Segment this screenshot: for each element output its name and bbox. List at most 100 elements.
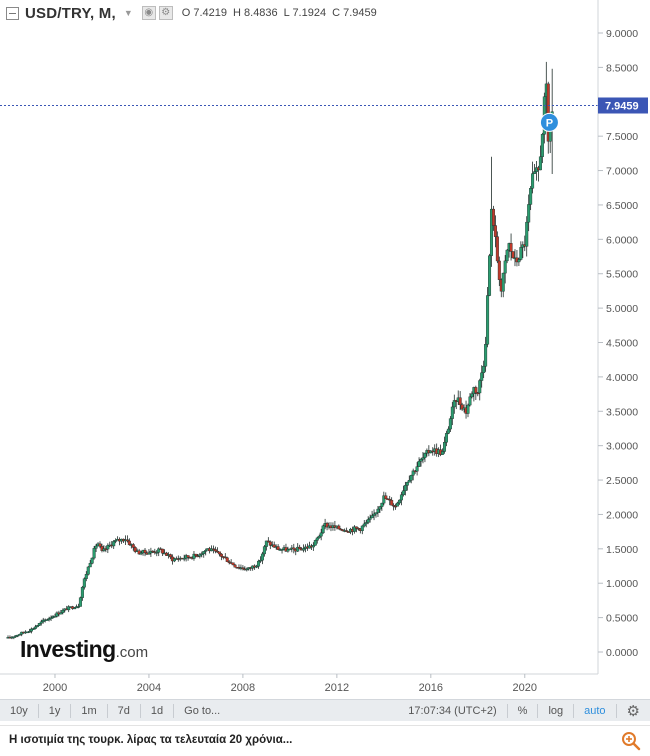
chevron-down-icon[interactable]: ▼ — [123, 8, 133, 18]
divider — [37, 703, 39, 718]
candle-body — [61, 610, 65, 613]
candle-body — [204, 550, 208, 552]
ohlc-open: O 7.4219 — [181, 7, 228, 19]
chart-header: USD/TRY, M, ▼ ◉ ⚙ O 7.4219 H 8.4836 L 7.… — [6, 3, 377, 23]
candle-body — [443, 442, 447, 452]
gear-icon[interactable]: ⚙ — [626, 702, 640, 720]
event-marker-label: P — [546, 117, 553, 129]
candle-body — [268, 541, 272, 546]
candle-body — [33, 626, 37, 629]
image-caption: Η ισοτιμία της τουρκ. λίρας τα τελευταία… — [9, 734, 293, 746]
candle-body — [288, 548, 292, 551]
candle-body — [403, 485, 407, 491]
candle-body — [372, 513, 376, 516]
candle-body — [546, 83, 550, 142]
candle-body — [419, 459, 423, 462]
candle-body — [458, 397, 462, 406]
price-axis-label: 3.0000 — [606, 441, 638, 453]
range-1m-button[interactable]: 1m — [81, 704, 97, 717]
price-axis[interactable]: 0.0000 0.5000 1.0000 1.5000 2.0000 2.5000 3.00… — [598, 28, 638, 659]
candle-body — [76, 606, 80, 608]
candle-body — [255, 566, 259, 568]
price-axis-label: 5.0000 — [606, 303, 638, 315]
candle-body — [71, 606, 75, 609]
candle-body — [446, 428, 450, 434]
candle-body — [137, 550, 141, 555]
visibility-icon[interactable]: ◉ — [141, 6, 156, 20]
time-axis[interactable]: 2000 2004 2008 2012 2016 2020 — [43, 674, 537, 694]
candle-body — [519, 247, 523, 260]
candle-body — [450, 406, 454, 419]
symbol-title[interactable]: USD/TRY, M, — [25, 4, 116, 22]
candle-body — [225, 557, 229, 562]
last-price-tag: 7.9459 — [598, 97, 648, 114]
candle-body — [370, 515, 374, 519]
candle-body — [245, 568, 249, 571]
candle-body — [468, 396, 472, 406]
candle-body — [233, 564, 237, 568]
time-axis-label: 2008 — [231, 682, 255, 694]
candle-body — [409, 474, 413, 481]
candle-body — [378, 506, 382, 510]
candle-body — [482, 366, 486, 374]
candle-body — [217, 551, 221, 555]
auto-scale-button[interactable]: auto — [584, 704, 606, 717]
candle-body — [192, 553, 196, 559]
event-marker[interactable]: P — [539, 112, 559, 132]
candle-body — [29, 628, 33, 632]
goto-button[interactable]: Go to... — [184, 704, 221, 717]
range-1d-button[interactable]: 1d — [150, 704, 164, 717]
candle-body — [525, 221, 529, 247]
ohlc-low: L 7.1924 — [283, 7, 327, 19]
candle-body — [452, 400, 456, 408]
event-marker-dot[interactable] — [539, 112, 559, 132]
range-1y-button[interactable]: 1y — [48, 704, 61, 717]
candle-body — [376, 508, 380, 513]
settings-small-icon[interactable]: ⚙ — [158, 6, 173, 20]
candle-body — [509, 243, 513, 252]
candle-body — [540, 134, 544, 157]
candle-body — [112, 541, 116, 547]
candle-body — [474, 387, 478, 394]
candle-body — [262, 546, 266, 555]
range-7d-button[interactable]: 7d — [117, 704, 130, 717]
candle-body — [388, 498, 392, 501]
price-axis-label: 5.5000 — [606, 269, 638, 281]
candle-body — [466, 404, 470, 414]
candle-body — [315, 537, 319, 541]
candle-body — [517, 259, 521, 263]
candle-body — [390, 499, 394, 506]
candle-body — [505, 249, 509, 262]
candle-body — [223, 556, 227, 559]
candle-body — [529, 188, 533, 205]
range-10y-button[interactable]: 10y — [10, 704, 28, 717]
candle-body — [319, 532, 323, 537]
candle-body — [90, 557, 94, 564]
ohlc-close: C 7.9459 — [332, 7, 377, 19]
zoom-icon[interactable] — [620, 730, 642, 752]
candle-body — [460, 404, 464, 410]
time-readout[interactable]: 17:07:34 (UTC+2) — [408, 704, 497, 717]
candle-body — [396, 502, 400, 507]
price-axis-label: 7.0000 — [606, 166, 638, 178]
candle-body — [84, 574, 88, 579]
collapse-icon[interactable] — [6, 6, 19, 20]
candle-body — [266, 540, 270, 543]
candle-body — [476, 392, 480, 395]
price-chart[interactable]: P 0.0000 0.5000 1.0000 1.5000 2.0000 2.5000 3.… — [0, 0, 650, 700]
percent-scale-button[interactable]: % — [517, 704, 528, 717]
candle-body — [172, 558, 176, 562]
candle-body — [39, 621, 43, 624]
price-axis-label: 2.5000 — [606, 475, 638, 487]
divider — [106, 703, 108, 718]
candle-body — [325, 523, 329, 528]
candle-body — [380, 502, 384, 507]
candle-body — [497, 260, 501, 280]
candle-body — [493, 225, 497, 237]
candle-body — [16, 634, 20, 637]
candle-body — [49, 617, 53, 619]
candle-body — [198, 554, 202, 557]
candle-body — [139, 552, 143, 555]
log-scale-button[interactable]: log — [548, 704, 564, 717]
last-price-tag-text: 7.9459 — [605, 100, 639, 112]
